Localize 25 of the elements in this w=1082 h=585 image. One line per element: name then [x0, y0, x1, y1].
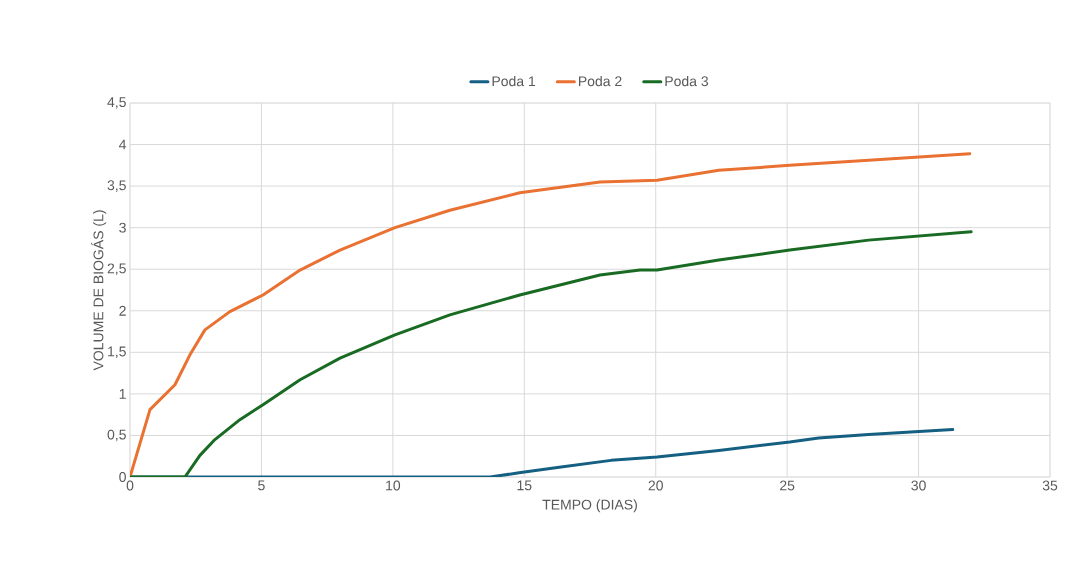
y-tick-label: 4,5 — [107, 97, 126, 109]
y-tick-label: 3,5 — [107, 180, 126, 192]
y-tick-label: 0,5 — [107, 429, 126, 442]
x-tick-label: 30 — [911, 480, 926, 491]
x-tick-label: 25 — [780, 480, 795, 491]
x-tick-label: 20 — [648, 480, 663, 491]
y-tick-label: 2 — [119, 305, 126, 316]
y-tick-label: 0 — [119, 472, 126, 482]
x-tick-label: 15 — [517, 480, 532, 491]
x-tick-label: 10 — [386, 480, 401, 491]
y-tick-label: 3 — [119, 222, 126, 233]
y-tick-label: 1,5 — [108, 346, 126, 359]
legend-label: Poda 1 — [492, 75, 536, 87]
x-tick-label: 0 — [126, 480, 134, 491]
y-tick-label: 4 — [119, 139, 127, 150]
line-series — [130, 230, 973, 477]
x-axis-title: TEMPO (DIAS) — [542, 499, 637, 513]
line-series — [130, 152, 972, 477]
x-tick-label: 35 — [1042, 480, 1058, 491]
legend-label: Poda 3 — [665, 75, 709, 87]
y-tick-label: 2,5 — [107, 263, 126, 275]
y-axis-title: VOLUME DE BIOGÁS (L) — [91, 210, 107, 371]
y-tick-label: 1 — [119, 389, 126, 399]
legend-label: Poda 2 — [579, 75, 622, 87]
x-tick-label: 5 — [258, 480, 265, 491]
